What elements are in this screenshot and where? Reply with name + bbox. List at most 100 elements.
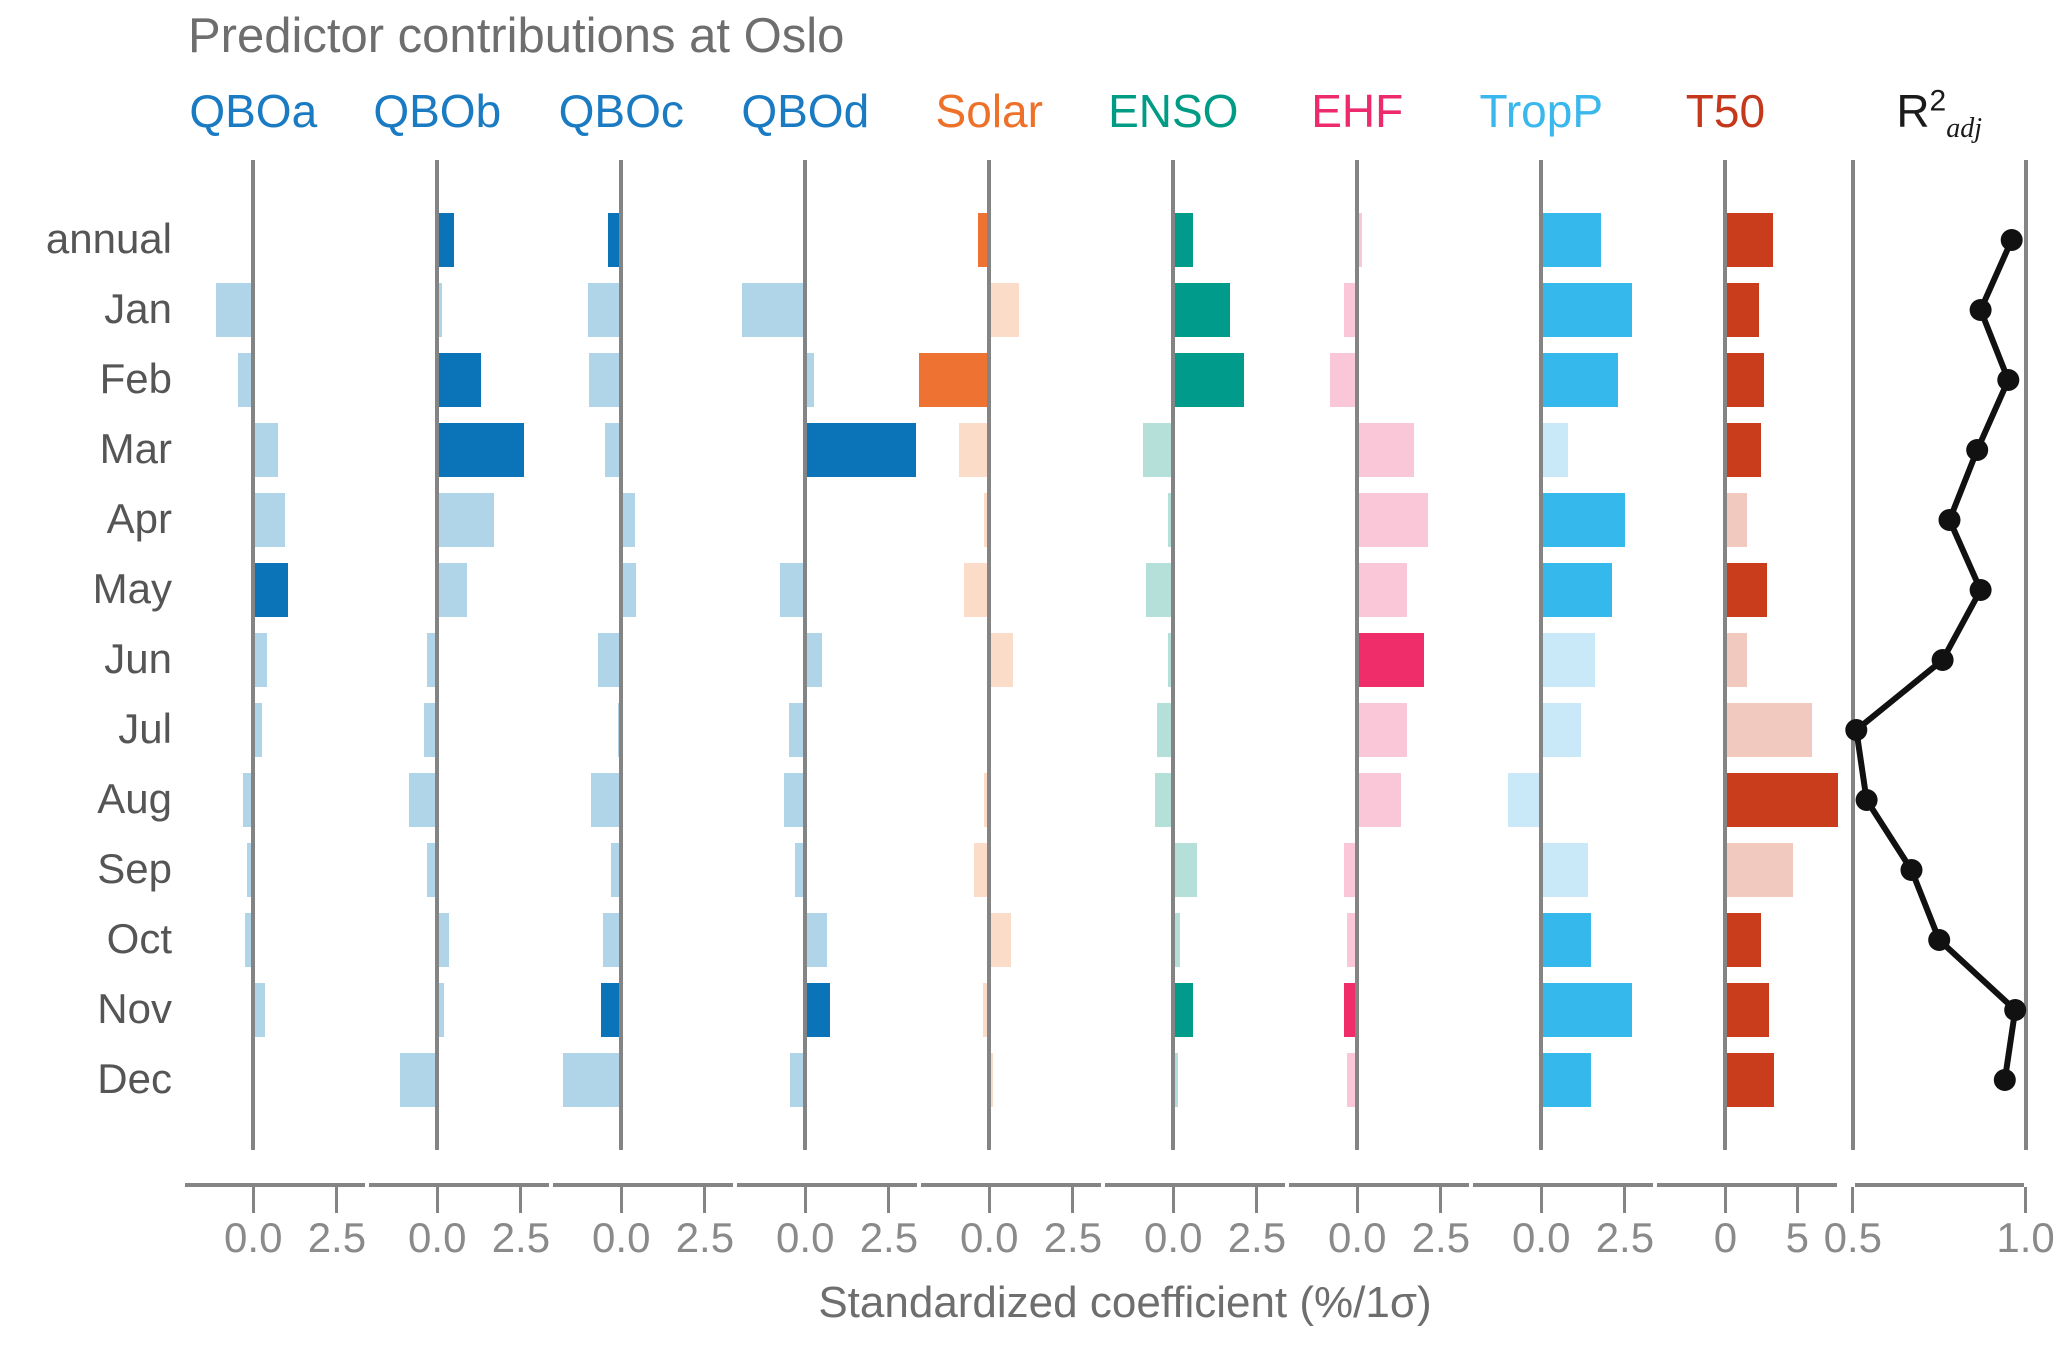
r2-point-dec <box>1993 1069 2016 1091</box>
x-axis-tick-label-qboa: 0.0 <box>224 1214 283 1261</box>
r2-point-jul <box>1845 719 1868 741</box>
bar-qboc-oct <box>602 913 622 967</box>
bar-qboc-annual <box>607 213 622 267</box>
x-axis-tick-qboa <box>335 1187 339 1213</box>
bar-enso-apr <box>1168 493 1174 547</box>
bar-ehf-may <box>1357 563 1408 617</box>
row-label-dec: Dec <box>97 1055 172 1102</box>
r2-point-jan <box>1969 299 1992 321</box>
bar-qboc-sep <box>611 843 622 897</box>
bar-qboa-sep <box>246 843 254 897</box>
bar-qbob-may <box>437 563 468 617</box>
bar-qbod-feb <box>805 353 814 407</box>
zero-line-ehf <box>1355 160 1360 1150</box>
bar-enso-annual <box>1173 213 1194 267</box>
x-axis-tick-label-t50: 5 <box>1785 1214 1809 1261</box>
panel-header-qboc: QBOc <box>558 85 684 137</box>
r2-point-oct <box>1928 929 1951 951</box>
panel-header-qboa: QBOa <box>189 85 318 137</box>
bar-solar-nov <box>982 983 990 1037</box>
x-axis-tick-t50 <box>1723 1187 1727 1213</box>
bar-ehf-mar <box>1357 423 1415 477</box>
bar-tropp-jul <box>1541 703 1582 757</box>
r2-sub: adj <box>1946 113 1983 145</box>
x-axis-line-qbod <box>737 1183 917 1187</box>
bar-tropp-nov <box>1541 983 1632 1037</box>
bar-enso-mar <box>1143 423 1174 477</box>
zero-line-qboc <box>619 160 624 1150</box>
x-axis-tick-label-tropp: 2.5 <box>1595 1214 1655 1261</box>
bar-qboc-feb <box>589 353 622 407</box>
x-axis-line-tropp <box>1473 1183 1653 1187</box>
bar-tropp-feb <box>1541 353 1619 407</box>
x-axis-tick-tropp <box>1623 1187 1627 1213</box>
panel-t50 <box>1655 0 1839 1346</box>
x-axis-tick-solar <box>1071 1187 1075 1213</box>
row-label-mar: Mar <box>99 425 172 472</box>
zero-line-tropp <box>1539 160 1544 1150</box>
bar-qbob-jul <box>423 703 438 757</box>
bar-qbod-sep <box>795 843 806 897</box>
bar-qbod-nov <box>805 983 831 1037</box>
x-axis-tick-qbod <box>887 1187 891 1213</box>
bar-enso-nov <box>1173 983 1194 1037</box>
bar-t50-sep <box>1725 843 1793 897</box>
bar-qbod-jul <box>788 703 806 757</box>
bar-ehf-feb <box>1330 353 1358 407</box>
zero-line-qboa <box>251 160 256 1150</box>
bar-ehf-oct <box>1347 913 1358 967</box>
bar-qbod-jan <box>741 283 806 337</box>
bar-tropp-jan <box>1541 283 1632 337</box>
r2-point-annual <box>2000 229 2023 251</box>
bar-t50-apr <box>1725 493 1747 547</box>
x-axis-tick-label-t50: 0 <box>1713 1214 1738 1261</box>
x-axis-tick-label-qbob: 0.0 <box>408 1214 467 1261</box>
x-axis-line-solar <box>921 1183 1101 1187</box>
bar-qbod-oct <box>805 913 827 967</box>
panel-header-ehf: EHF <box>1311 85 1404 137</box>
bar-solar-apr <box>984 493 990 547</box>
row-label-sep: Sep <box>97 845 172 892</box>
panel-qboa <box>183 0 367 1346</box>
x-axis-tick-label-r2adj: 0.5 <box>1823 1214 1883 1261</box>
bar-qboa-nov <box>253 983 265 1037</box>
x-axis-tick-qbob <box>435 1187 439 1213</box>
guide-line-r2adj-0.5 <box>1850 160 1855 1150</box>
x-axis-line-enso <box>1105 1183 1285 1187</box>
bar-qbob-dec <box>400 1053 438 1107</box>
panel-qboc <box>551 0 735 1346</box>
zero-line-qbod <box>803 160 808 1150</box>
x-axis-tick-ehf <box>1355 1187 1359 1213</box>
x-axis-line-qbob <box>369 1183 549 1187</box>
x-axis-tick-ehf <box>1439 1187 1443 1213</box>
bar-enso-feb <box>1173 353 1244 407</box>
bar-qbob-aug <box>408 773 438 827</box>
bar-tropp-oct <box>1541 913 1592 967</box>
bar-qbod-may <box>780 563 806 617</box>
zero-line-enso <box>1171 160 1176 1150</box>
bar-qboa-aug <box>243 773 254 827</box>
x-axis-tick-enso <box>1255 1187 1259 1213</box>
bar-ehf-jun <box>1357 633 1425 687</box>
bar-tropp-may <box>1541 563 1612 617</box>
r2-point-apr <box>1938 509 1961 531</box>
r2-point-aug <box>1855 789 1878 811</box>
bar-qbob-jan <box>437 283 443 337</box>
bar-qboa-may <box>253 563 289 617</box>
x-axis-tick-enso <box>1171 1187 1175 1213</box>
bar-t50-may <box>1725 563 1768 617</box>
bar-ehf-nov <box>1343 983 1358 1037</box>
bar-enso-jun <box>1168 633 1174 687</box>
x-axis-tick-label-qboc: 2.5 <box>675 1214 735 1261</box>
bar-ehf-apr <box>1357 493 1428 547</box>
x-axis-tick-qboc <box>619 1187 623 1213</box>
r2-point-mar <box>1966 439 1989 461</box>
row-label-feb: Feb <box>99 355 172 402</box>
bar-qbob-feb <box>437 353 481 407</box>
bar-qbob-sep <box>427 843 438 897</box>
x-axis-line-qboc <box>553 1183 733 1187</box>
r2-point-may <box>1969 579 1992 601</box>
r2-point-nov <box>2004 999 2027 1021</box>
bar-qbob-annual <box>437 213 454 267</box>
bar-qboa-apr <box>253 493 286 547</box>
